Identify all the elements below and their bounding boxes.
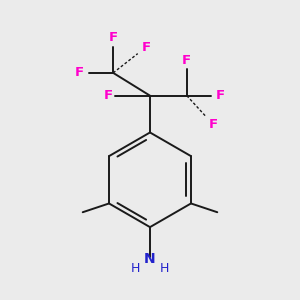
Text: H: H bbox=[130, 262, 140, 275]
Text: F: F bbox=[75, 66, 84, 80]
Text: F: F bbox=[109, 31, 118, 44]
Text: F: F bbox=[182, 54, 191, 67]
Text: H: H bbox=[160, 262, 169, 275]
Text: F: F bbox=[216, 89, 225, 102]
Text: F: F bbox=[104, 89, 113, 102]
Text: F: F bbox=[142, 41, 151, 54]
Text: N: N bbox=[144, 252, 156, 266]
Text: F: F bbox=[208, 118, 218, 131]
